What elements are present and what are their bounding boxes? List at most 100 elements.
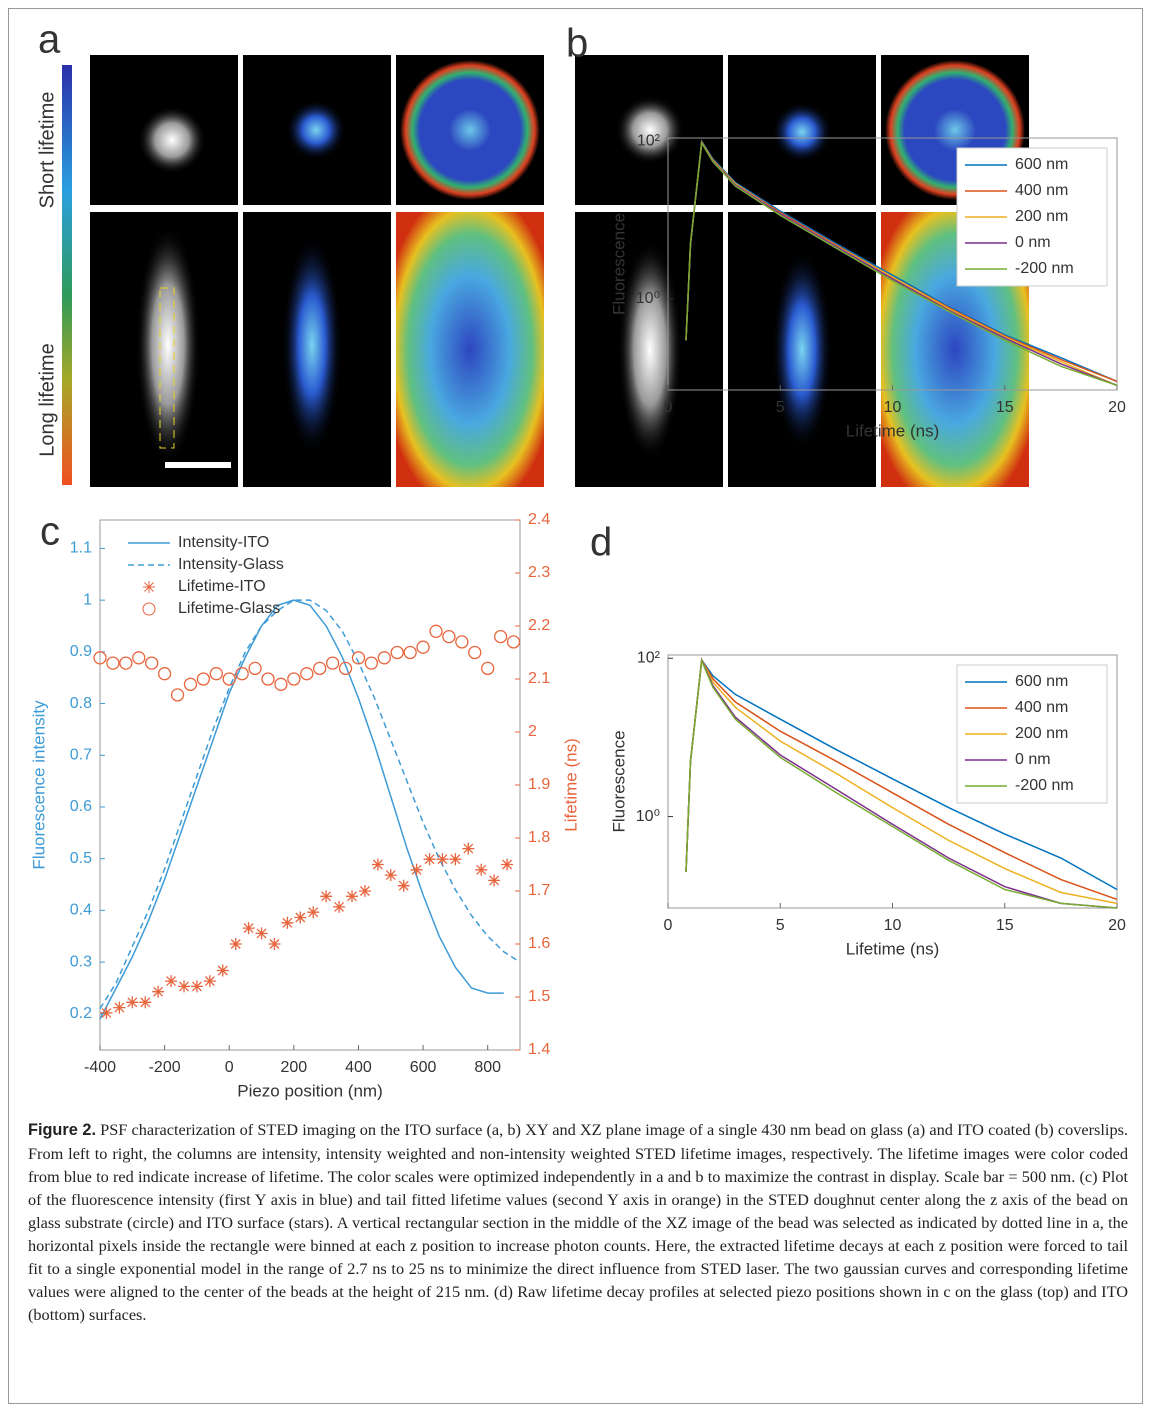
point	[436, 853, 449, 866]
x-tick-label: 0	[664, 399, 673, 416]
x-tick-label: 10	[884, 917, 902, 934]
legend-label: 400 nm	[1015, 182, 1068, 199]
y-tick-label: 10⁰	[636, 290, 660, 307]
series-line	[99, 599, 504, 1020]
series-line	[685, 657, 1118, 909]
legend-label: Lifetime-Glass	[178, 600, 280, 617]
x-tick-label: 200	[280, 1059, 307, 1076]
point	[449, 853, 462, 866]
point	[390, 645, 404, 660]
point	[307, 906, 320, 919]
point	[397, 879, 410, 892]
x-axis-label: Lifetime (ns)	[846, 421, 940, 440]
point	[358, 885, 371, 897]
point	[320, 890, 333, 903]
point	[152, 985, 165, 998]
point	[242, 922, 255, 935]
bead	[400, 60, 540, 200]
x-tick-label: 15	[996, 399, 1014, 416]
colorbar-label: Short lifetime	[36, 92, 58, 209]
point	[384, 869, 397, 882]
x-tick-label: 600	[410, 1059, 437, 1076]
y-tick-label: 0.4	[70, 902, 92, 919]
y-tick-label: 0.5	[70, 850, 92, 867]
point	[248, 661, 262, 676]
point	[416, 640, 430, 654]
point	[333, 900, 346, 913]
point	[377, 651, 391, 665]
x-tick-label: 5	[776, 399, 785, 416]
point	[268, 938, 281, 950]
y2-tick-label: 1.6	[528, 935, 550, 952]
legend-label: 600 nm	[1015, 156, 1068, 173]
point	[216, 964, 229, 977]
point	[506, 635, 521, 649]
caption: Figure 2. PSF characterization of STED i…	[28, 1118, 1128, 1326]
point	[364, 656, 379, 670]
bead	[618, 240, 682, 460]
point	[493, 629, 508, 644]
point	[139, 996, 152, 1009]
legend-label: 0 nm	[1015, 751, 1051, 768]
x-tick-label: 0	[664, 917, 673, 934]
y-tick-label: 0.3	[70, 953, 92, 970]
point	[229, 938, 242, 950]
point	[501, 858, 514, 871]
y-tick-label: 0.6	[70, 798, 92, 815]
bead	[136, 225, 200, 465]
point	[132, 651, 146, 665]
y2-tick-label: 1.9	[528, 776, 550, 793]
y-tick-label: 0.2	[70, 1005, 92, 1022]
point	[351, 651, 366, 665]
x-tick-label: 15	[996, 917, 1014, 934]
legend-label: -200 nm	[1015, 777, 1074, 794]
point	[287, 672, 301, 686]
point	[196, 672, 211, 686]
point	[274, 677, 288, 691]
point	[178, 980, 190, 993]
y2-tick-label: 2.2	[528, 617, 550, 634]
y2-tick-label: 1.8	[528, 829, 550, 846]
series-line	[685, 140, 1118, 387]
point	[488, 874, 501, 887]
point	[455, 635, 469, 649]
point	[325, 656, 340, 670]
y2-tick-label: 2.1	[528, 670, 550, 687]
y-tick-label: 10²	[637, 649, 661, 666]
x-axis-label: Piezo position (nm)	[237, 1081, 383, 1100]
y-tick-label: 1	[83, 591, 92, 608]
y2-tick-label: 2.3	[528, 564, 550, 581]
point	[371, 858, 384, 871]
panel-label: d	[590, 521, 612, 565]
y2-tick-label: 2	[528, 723, 537, 740]
point	[410, 863, 423, 876]
legend-label: Lifetime-ITO	[178, 578, 266, 595]
point	[255, 927, 268, 940]
caption-text: PSF characterization of STED imaging on …	[28, 1120, 1128, 1324]
point	[403, 645, 417, 660]
point	[100, 1006, 113, 1019]
point	[145, 656, 159, 670]
x-tick-label: 400	[345, 1059, 372, 1076]
point	[481, 661, 495, 676]
y2-tick-label: 1.4	[528, 1041, 550, 1058]
point	[423, 853, 436, 866]
bead	[138, 106, 206, 174]
y-axis-label: Fluorescence intensity	[29, 700, 48, 870]
point	[113, 1001, 126, 1014]
x-tick-label: -200	[149, 1059, 181, 1076]
bead	[772, 102, 832, 162]
y-tick-label: 0.9	[70, 643, 92, 660]
point	[119, 656, 133, 670]
x-tick-label: 0	[225, 1059, 234, 1076]
point	[281, 916, 294, 929]
legend-label: Intensity-Glass	[178, 556, 284, 573]
point	[294, 911, 307, 924]
legend-label: Intensity-ITO	[178, 534, 269, 551]
y2-tick-label: 1.7	[528, 882, 550, 899]
point	[235, 667, 249, 681]
point	[106, 656, 120, 670]
point	[209, 667, 223, 681]
x-axis-label: Lifetime (ns)	[846, 939, 940, 958]
